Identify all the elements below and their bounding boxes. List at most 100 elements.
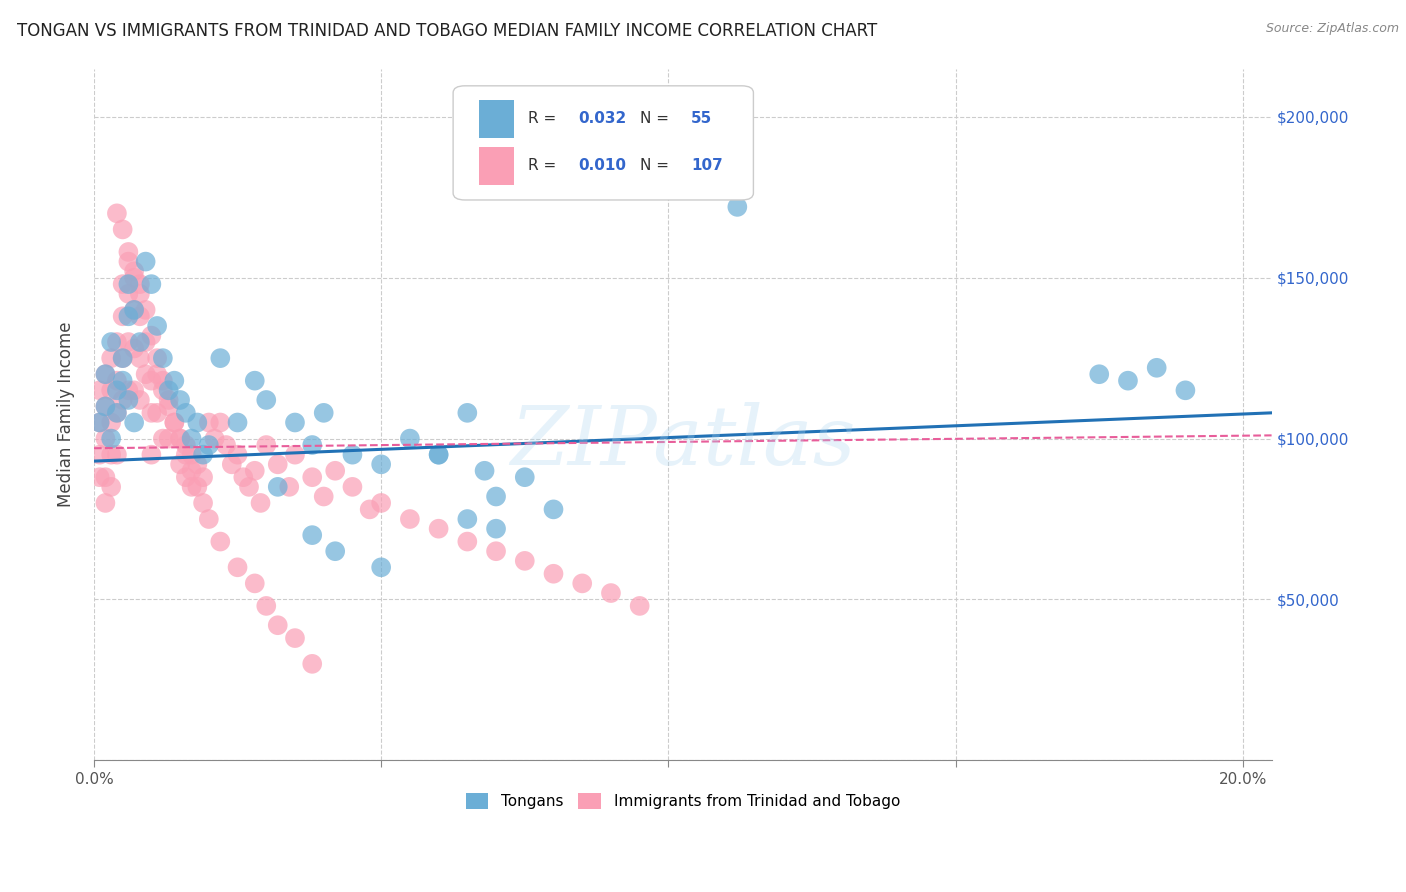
Point [117, 244, 139, 259]
Point [209, 534, 232, 549]
Point [1116, 374, 1139, 388]
Point [323, 464, 346, 478]
Point [89, 416, 111, 430]
Point [146, 318, 169, 333]
Legend: Tongans, Immigrants from Trinidad and Tobago: Tongans, Immigrants from Trinidad and To… [460, 787, 905, 815]
Point [100, 351, 122, 365]
Point [267, 480, 290, 494]
Point [105, 206, 128, 220]
Point [243, 374, 266, 388]
Point [128, 334, 150, 349]
Point [1174, 384, 1197, 398]
Point [323, 544, 346, 558]
Point [543, 566, 565, 581]
Point [157, 384, 180, 398]
Point [215, 438, 238, 452]
Point [191, 448, 214, 462]
Point [122, 384, 145, 398]
Point [111, 310, 134, 324]
Point [157, 392, 180, 407]
Point [226, 448, 249, 462]
Text: 0.032: 0.032 [578, 112, 626, 126]
Point [571, 576, 593, 591]
Point [209, 351, 232, 365]
Point [122, 270, 145, 285]
Point [1146, 360, 1168, 375]
Point [232, 470, 254, 484]
Point [117, 277, 139, 292]
Point [117, 254, 139, 268]
Point [221, 458, 243, 472]
Text: R =: R = [529, 112, 561, 126]
Point [301, 528, 323, 542]
Point [399, 432, 422, 446]
Point [198, 416, 221, 430]
Point [180, 480, 202, 494]
Point [100, 384, 122, 398]
Point [485, 490, 508, 504]
Point [128, 286, 150, 301]
Point [174, 470, 197, 484]
Point [174, 448, 197, 462]
Point [89, 448, 111, 462]
Text: TONGAN VS IMMIGRANTS FROM TRINIDAD AND TOBAGO MEDIAN FAMILY INCOME CORRELATION C: TONGAN VS IMMIGRANTS FROM TRINIDAD AND T… [17, 22, 877, 40]
Point [94, 496, 117, 510]
Point [267, 618, 290, 632]
Point [146, 351, 169, 365]
FancyBboxPatch shape [453, 86, 754, 200]
Point [370, 458, 392, 472]
Text: 0.010: 0.010 [578, 158, 626, 173]
Point [111, 351, 134, 365]
Point [89, 470, 111, 484]
Point [141, 374, 163, 388]
Point [100, 416, 122, 430]
Point [94, 368, 117, 382]
Point [284, 416, 307, 430]
Point [254, 392, 277, 407]
Point [141, 406, 163, 420]
Text: ZIPatlas: ZIPatlas [510, 402, 855, 483]
Point [243, 464, 266, 478]
Point [226, 560, 249, 574]
Text: N =: N = [640, 158, 675, 173]
Point [105, 384, 128, 398]
Point [359, 502, 381, 516]
Point [186, 458, 208, 472]
Point [427, 448, 450, 462]
Point [100, 432, 122, 446]
Point [122, 302, 145, 317]
Point [284, 631, 307, 645]
Point [152, 374, 174, 388]
Point [135, 302, 157, 317]
Point [105, 374, 128, 388]
Text: R =: R = [529, 158, 561, 173]
Point [152, 432, 174, 446]
Point [191, 496, 214, 510]
Point [152, 384, 174, 398]
Point [105, 406, 128, 420]
Point [111, 392, 134, 407]
Point [342, 480, 364, 494]
Point [94, 368, 117, 382]
Point [485, 544, 508, 558]
Point [111, 374, 134, 388]
Point [163, 416, 186, 430]
Point [278, 480, 301, 494]
Point [157, 432, 180, 446]
Text: 55: 55 [690, 112, 713, 126]
Point [105, 448, 128, 462]
Point [94, 432, 117, 446]
Point [301, 470, 323, 484]
Point [1088, 368, 1111, 382]
Point [456, 534, 478, 549]
Point [100, 480, 122, 494]
Point [128, 392, 150, 407]
Point [169, 432, 191, 446]
Text: 107: 107 [690, 158, 723, 173]
Point [122, 416, 145, 430]
Point [267, 458, 290, 472]
Point [146, 406, 169, 420]
FancyBboxPatch shape [479, 146, 515, 185]
Point [513, 554, 536, 568]
Point [186, 416, 208, 430]
